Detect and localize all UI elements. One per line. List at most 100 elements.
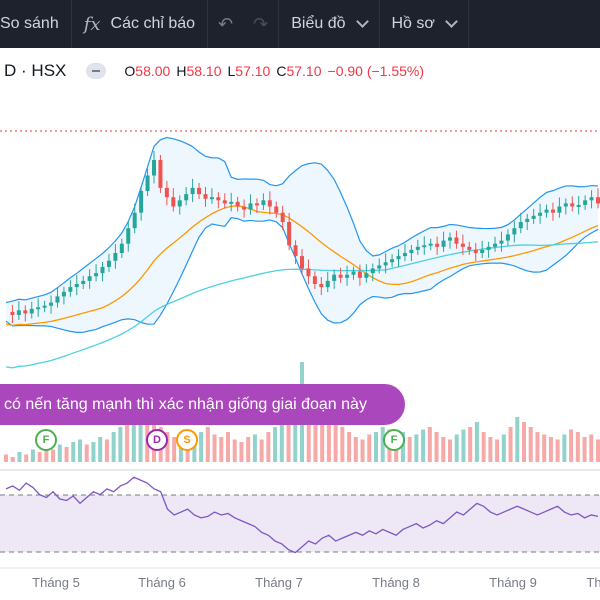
- bollinger-lower-line: [5, 217, 599, 334]
- candle-body: [480, 249, 485, 253]
- candle-body: [383, 262, 388, 266]
- volume-bar: [111, 432, 116, 462]
- exchange-name: HSX: [31, 61, 67, 80]
- candle-body: [119, 243, 124, 253]
- change-value: −0.90 (−1.55%): [327, 63, 425, 79]
- candle-body: [222, 200, 227, 204]
- volume-bar: [165, 432, 170, 462]
- candle-body: [74, 284, 79, 288]
- candle-body: [544, 209, 549, 213]
- volume-bar: [78, 439, 82, 462]
- volume-bar: [340, 427, 345, 462]
- collapse-legend-button[interactable]: [86, 63, 107, 79]
- candle-body: [126, 228, 131, 244]
- candle-body: [100, 266, 105, 274]
- event-marker-f[interactable]: F: [35, 429, 57, 451]
- toolbar-divider: [378, 0, 380, 48]
- redo-icon[interactable]: ↷: [253, 13, 269, 34]
- candle-body: [499, 240, 504, 244]
- candle-body: [409, 249, 414, 253]
- volume-bar: [454, 434, 459, 462]
- volume-bar: [118, 427, 123, 462]
- event-marker-s[interactable]: S: [176, 429, 198, 451]
- candle-body: [152, 160, 156, 176]
- candle-body: [402, 253, 407, 257]
- toolbar-divider: [207, 0, 209, 48]
- candle-body: [518, 222, 523, 229]
- indicators-button[interactable]: fx Các chỉ báo: [72, 0, 207, 48]
- candle-body: [293, 245, 298, 257]
- candle-body: [29, 308, 34, 314]
- candle-body: [325, 280, 330, 288]
- volume-bar: [374, 432, 378, 462]
- chart-type-button[interactable]: Biểu đồ: [279, 0, 378, 48]
- indicators-label: Các chỉ báo: [110, 15, 196, 32]
- volume-bar: [71, 442, 76, 462]
- candle-body: [113, 253, 118, 261]
- candle-body: [563, 203, 568, 207]
- candle-body: [229, 201, 234, 204]
- volume-bar: [535, 432, 540, 462]
- volume-bar: [360, 439, 365, 462]
- volume-bar: [10, 457, 15, 462]
- event-marker-d[interactable]: D: [146, 429, 168, 451]
- profile-button[interactable]: Hồ sơ: [380, 0, 468, 48]
- volume-bar: [596, 439, 600, 462]
- candle-body: [171, 197, 176, 207]
- volume-bar: [488, 437, 493, 462]
- compare-button[interactable]: So sánh: [0, 0, 71, 48]
- candle-body: [235, 201, 240, 207]
- candle-body: [184, 194, 189, 201]
- volume-bar: [441, 437, 446, 462]
- candle-body: [512, 228, 517, 235]
- volume-bar: [192, 437, 197, 462]
- event-marker-f[interactable]: F: [383, 429, 405, 451]
- undo-icon[interactable]: ↶: [218, 13, 234, 34]
- candle-body: [428, 243, 433, 246]
- volume-bar: [448, 439, 452, 462]
- x-axis-label: Tháng 6: [138, 575, 186, 590]
- candle-body: [164, 187, 169, 198]
- candle-body: [467, 246, 472, 250]
- ma-short-line: [5, 205, 599, 327]
- open-value: 58.00: [135, 63, 171, 79]
- candle-body: [448, 237, 452, 241]
- candle-body: [61, 291, 66, 297]
- candle-body: [338, 274, 343, 278]
- volume-bar: [589, 434, 594, 462]
- candle-body: [280, 212, 285, 222]
- high-value: 58.10: [186, 63, 222, 79]
- candle-body: [242, 206, 247, 210]
- candle-body: [106, 260, 111, 267]
- ohlc-values: O58.00 H58.10 L57.10 C57.10 −0.90 (−1.55…: [124, 63, 425, 79]
- symbol-name[interactable]: D · HSX: [4, 61, 67, 80]
- candle-body: [589, 197, 594, 201]
- toolbar-divider: [70, 0, 72, 48]
- volume-bar: [481, 432, 486, 462]
- symbol-ticker: D: [4, 61, 17, 80]
- candle-body: [23, 310, 28, 314]
- volume-bar: [64, 447, 69, 462]
- candle-body: [49, 302, 54, 306]
- candle-body: [261, 200, 266, 205]
- volume-bar: [333, 422, 338, 462]
- candle-body: [583, 200, 588, 205]
- volume-bar: [232, 439, 237, 462]
- volume-bar: [555, 439, 560, 462]
- candle-body: [306, 268, 311, 277]
- candle-body: [36, 307, 41, 310]
- volume-bar: [279, 422, 284, 462]
- candle-body: [332, 274, 337, 281]
- volume-bar: [98, 437, 103, 462]
- candle-body: [81, 280, 86, 284]
- volume-bar: [84, 444, 89, 462]
- volume-bar: [427, 427, 432, 462]
- candle-body: [274, 206, 279, 213]
- volume-bar: [273, 427, 278, 462]
- volume-bar: [266, 432, 271, 462]
- time-axis[interactable]: Tháng 5 Tháng 6 Tháng 7 Tháng 8 Tháng 9 …: [0, 570, 600, 600]
- annotation-banner[interactable]: có nến tăng mạnh thì xác nhận giống giai…: [0, 384, 405, 425]
- candle-body: [435, 243, 440, 247]
- candle-body: [473, 249, 478, 253]
